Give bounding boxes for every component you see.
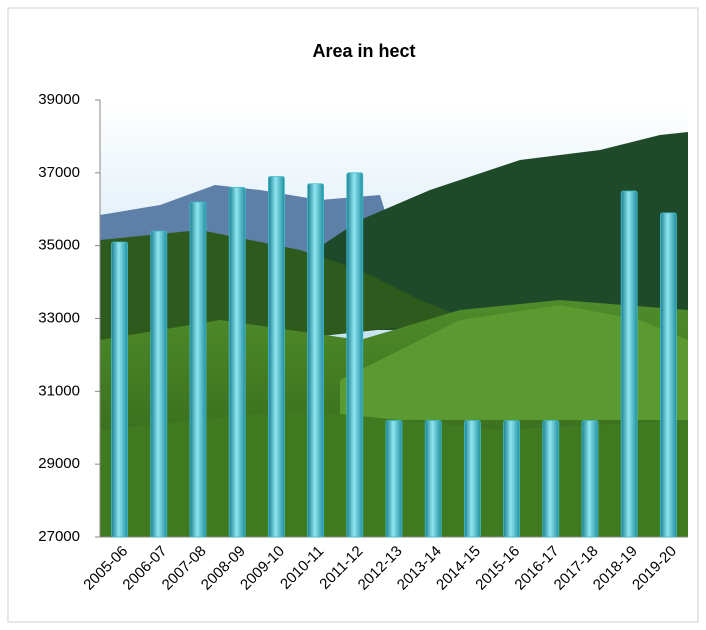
y-tick-label: 33000 xyxy=(38,309,80,326)
bar xyxy=(346,172,364,538)
bar xyxy=(463,420,481,538)
y-tick-label: 31000 xyxy=(38,382,80,399)
bar xyxy=(542,420,560,538)
bar xyxy=(307,183,325,538)
y-tick-label: 27000 xyxy=(38,528,80,545)
bar xyxy=(189,201,207,538)
bar xyxy=(111,241,128,538)
bar xyxy=(228,186,246,538)
bar xyxy=(660,212,677,538)
bar xyxy=(150,230,168,538)
y-tick-label: 39000 xyxy=(38,91,80,108)
bar xyxy=(581,420,599,538)
bar xyxy=(424,420,442,538)
chart-title: Area in hect xyxy=(312,41,415,61)
bar xyxy=(503,420,521,538)
y-tick-label: 37000 xyxy=(38,164,80,181)
y-tick-label: 29000 xyxy=(38,455,80,472)
bar xyxy=(385,420,403,538)
bar xyxy=(620,190,638,538)
y-tick-label: 35000 xyxy=(38,237,80,254)
bar xyxy=(267,176,285,538)
